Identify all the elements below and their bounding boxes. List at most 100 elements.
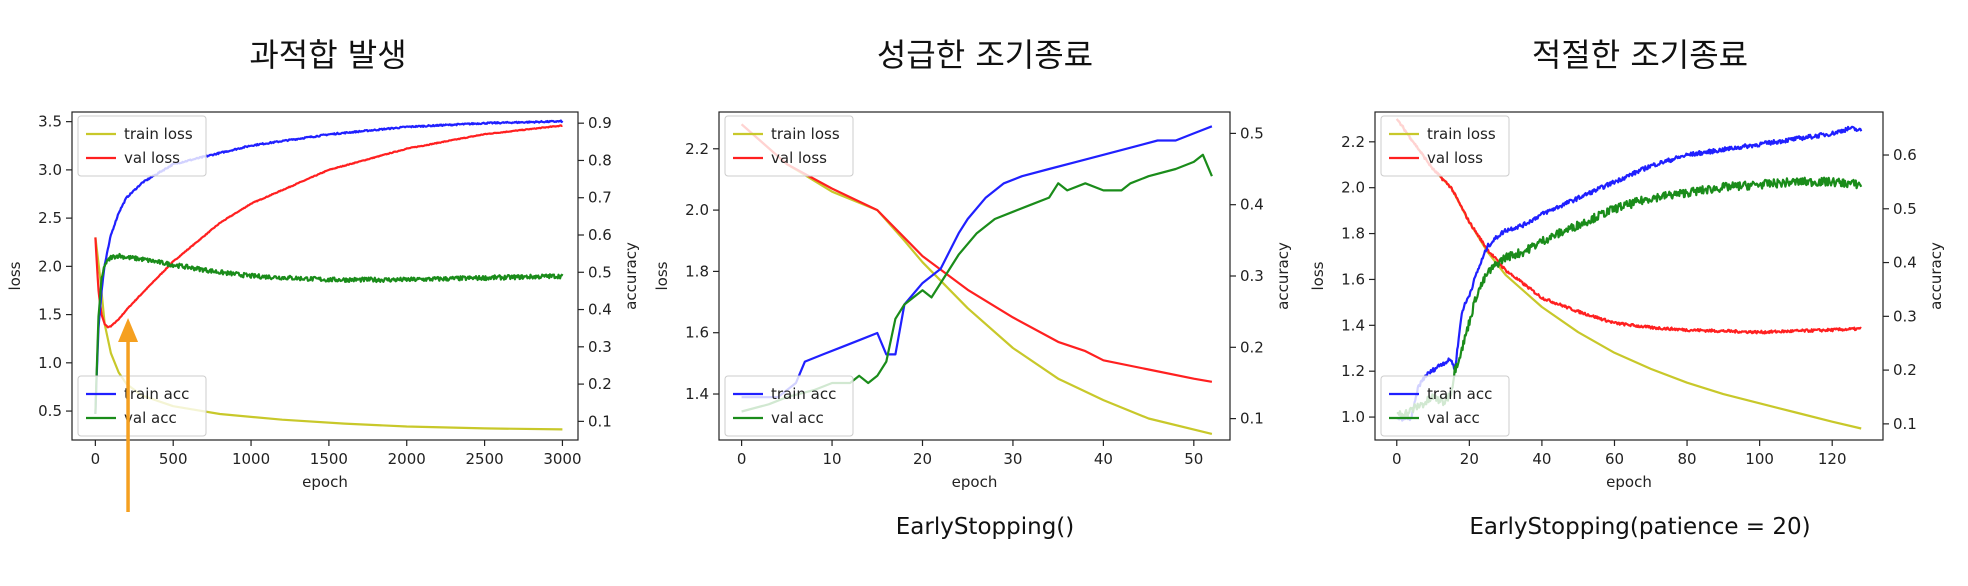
legend-label: val loss: [771, 149, 827, 167]
x-tick-label: 30: [1003, 450, 1022, 468]
chart-title: 과적합 발생: [249, 36, 406, 74]
x-tick-label: 0: [1392, 450, 1402, 468]
plot-frame: [1374, 111, 1884, 441]
x-tick-label: 50: [1184, 450, 1203, 468]
y-right-tick-label: 0.9: [588, 114, 612, 132]
x-tick-label: 3000: [543, 450, 581, 468]
y-right-axis-label: accuracy: [622, 242, 640, 310]
legend-loss: train loss val loss: [1380, 115, 1510, 177]
y-left-axis-label: loss: [653, 261, 671, 290]
y-left-tick-label: 1.4: [1341, 316, 1365, 334]
y-left-axis-label: loss: [6, 261, 24, 290]
y-left-tick-label: 2.5: [38, 209, 62, 227]
y-left-tick-label: 1.8: [1341, 225, 1365, 243]
legend-box: [1380, 115, 1510, 177]
y-right-tick-label: 0.3: [588, 338, 612, 356]
series-line-val-acc: [94, 252, 564, 414]
legend-label: train loss: [771, 125, 840, 143]
x-tick-label: 0: [91, 450, 101, 468]
x-tick-label: 120: [1818, 450, 1847, 468]
legend-label: train acc: [124, 385, 189, 403]
x-tick-label: 20: [913, 450, 932, 468]
chart-title: 성급한 조기종료: [877, 36, 1093, 74]
y-right-axis-label: accuracy: [1274, 242, 1292, 310]
y-right-tick-label: 0.7: [588, 189, 612, 207]
y-left-tick-label: 1.0: [1341, 408, 1365, 426]
series-line-train-acc: [741, 125, 1213, 399]
legend-loss: train loss val loss: [724, 115, 854, 177]
y-right-axis-label: accuracy: [1927, 242, 1945, 310]
x-axis-label: epoch: [302, 473, 348, 491]
chart-panel-1: 과적합 발생 0 500 1000 1500 2000 2500 3000 epoch 0.5 1.…: [6, 36, 640, 512]
series-line-val-loss: [740, 123, 1213, 383]
y-left-axis-label: loss: [1309, 261, 1327, 290]
series-line-val-acc: [1396, 176, 1863, 419]
legend-label: train acc: [1427, 385, 1492, 403]
x-tick-label: 40: [1094, 450, 1113, 468]
y-left-tick-label: 1.6: [685, 324, 709, 342]
legend-accuracy: train acc val acc: [77, 375, 207, 437]
x-tick-label: 80: [1678, 450, 1697, 468]
legend-box: [1380, 375, 1510, 437]
y-left-tick-label: 2.2: [685, 140, 709, 158]
legend-accuracy: train acc val acc: [1380, 375, 1510, 437]
x-tick-label: 0: [737, 450, 747, 468]
y-left-tick-label: 2.0: [1341, 179, 1365, 197]
y-right-tick-label: 0.4: [1893, 254, 1917, 272]
x-tick-label: 100: [1745, 450, 1774, 468]
y-right-tick-label: 0.8: [588, 151, 612, 169]
legend-label: val acc: [1427, 409, 1480, 427]
y-left-tick-label: 1.8: [685, 262, 709, 280]
y-left-tick-label: 2.2: [1341, 133, 1365, 151]
y-left-tick-label: 0.5: [38, 402, 62, 420]
legend-label: val loss: [124, 149, 180, 167]
annotation-arrow-head: [118, 318, 139, 342]
legend-accuracy: train acc val acc: [724, 375, 854, 437]
chart-panel-2: 성급한 조기종료 EarlyStopping() 0 10 20 30 40 50 epoch 1…: [653, 36, 1292, 540]
chart-caption: EarlyStopping(): [896, 514, 1075, 540]
y-left-tick-label: 2.0: [685, 201, 709, 219]
x-tick-label: 40: [1532, 450, 1551, 468]
x-tick-label: 10: [823, 450, 842, 468]
series-line-val-loss: [1395, 118, 1862, 335]
legend-label: val acc: [124, 409, 177, 427]
x-tick-label: 20: [1460, 450, 1479, 468]
y-right-tick-label: 0.2: [1240, 338, 1264, 356]
series-group: [1395, 118, 1863, 430]
y-right-tick-label: 0.5: [1893, 200, 1917, 218]
y-right-tick-label: 0.4: [1240, 196, 1264, 214]
plot-frame: [71, 111, 579, 441]
series-line-val-acc: [741, 153, 1213, 413]
x-tick-label: 2000: [388, 450, 426, 468]
y-right-tick-label: 0.3: [1240, 267, 1264, 285]
y-left-tick-label: 2.0: [38, 257, 62, 275]
y-left-tick-label: 1.6: [1341, 270, 1365, 288]
legend-loss: train loss val loss: [77, 115, 207, 177]
y-right-tick-label: 0.6: [588, 226, 612, 244]
y-right-tick-label: 0.2: [1893, 361, 1917, 379]
y-right-tick-label: 0.5: [1240, 124, 1264, 142]
legend-label: val loss: [1427, 149, 1483, 167]
x-tick-label: 2500: [465, 450, 503, 468]
x-axis-label: epoch: [1606, 473, 1652, 491]
y-left-tick-label: 1.4: [685, 385, 709, 403]
legend-box: [77, 375, 207, 437]
chart-panel-3: 적절한 조기종료 EarlyStopping(patience = 20) 0 20 4…: [1309, 36, 1945, 540]
y-right-tick-label: 0.1: [1893, 415, 1917, 433]
legend-label: train loss: [124, 125, 193, 143]
y-left-tick-label: 1.5: [38, 306, 62, 324]
y-right-tick-label: 0.1: [588, 412, 612, 430]
y-right-tick-label: 0.4: [588, 301, 612, 319]
y-left-tick-label: 1.2: [1341, 362, 1365, 380]
x-tick-label: 500: [159, 450, 188, 468]
x-tick-label: 60: [1605, 450, 1624, 468]
y-right-tick-label: 0.3: [1893, 307, 1917, 325]
y-right-tick-label: 0.2: [588, 375, 612, 393]
series-group: [740, 123, 1213, 435]
y-right-tick-label: 0.6: [1893, 146, 1917, 164]
y-left-tick-label: 1.0: [38, 354, 62, 372]
y-right-tick-label: 0.1: [1240, 410, 1264, 428]
legend-label: val acc: [771, 409, 824, 427]
x-tick-label: 1000: [232, 450, 270, 468]
series-line-train-loss: [740, 123, 1213, 435]
